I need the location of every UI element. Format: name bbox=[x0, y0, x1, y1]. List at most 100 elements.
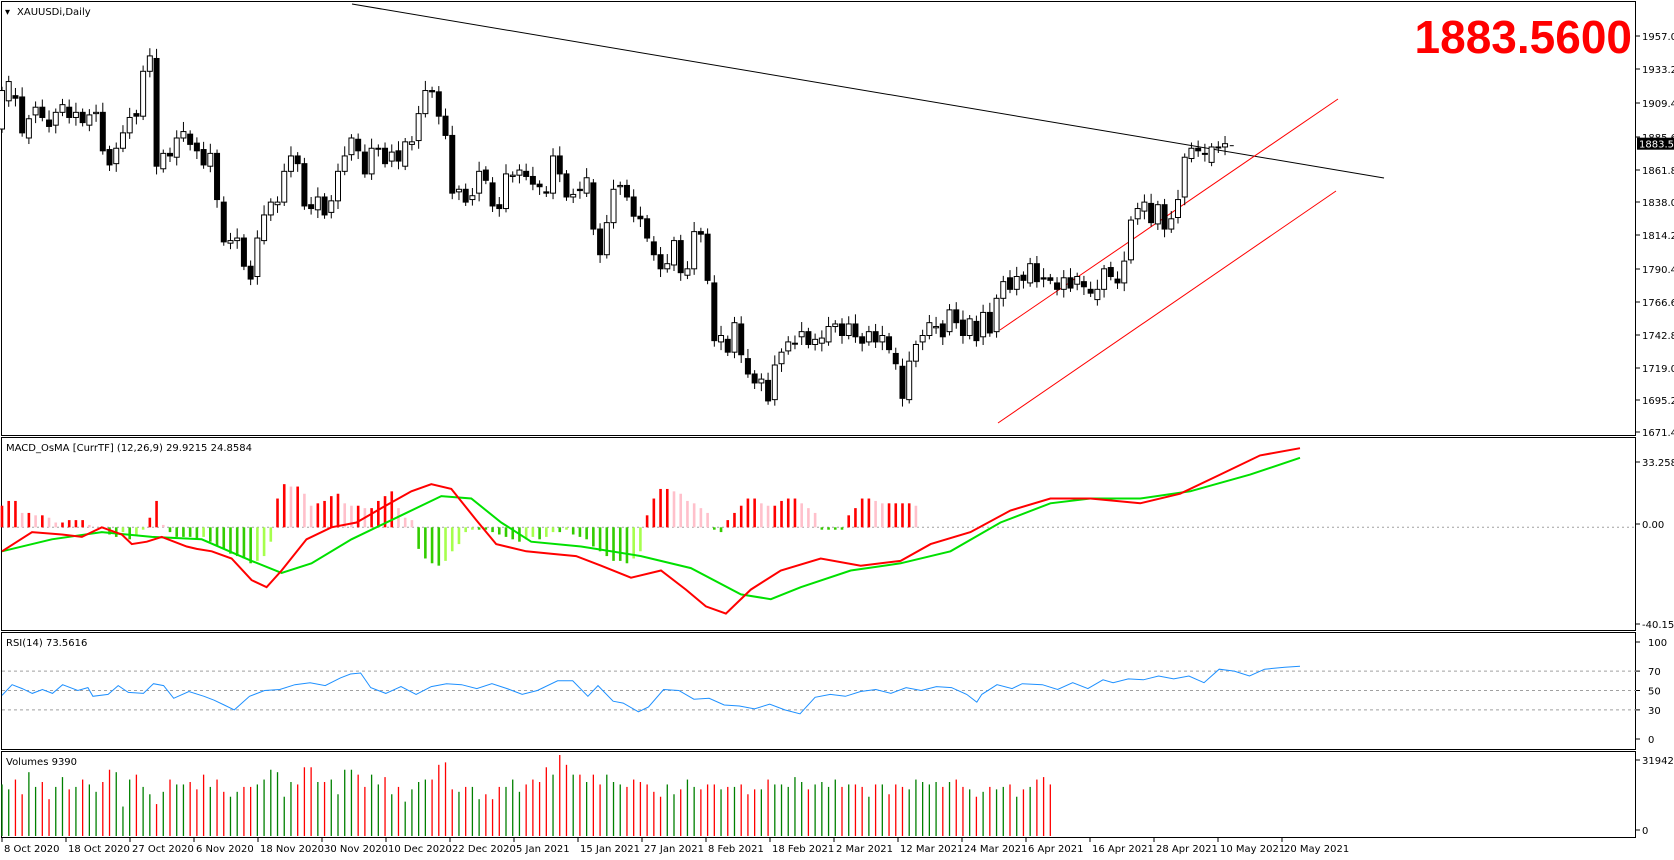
candle-body bbox=[1033, 263, 1040, 283]
osma-bar bbox=[74, 520, 78, 528]
candle-body bbox=[442, 115, 449, 136]
candle-body bbox=[240, 237, 247, 267]
osma-bar bbox=[296, 486, 299, 528]
osma-bar bbox=[188, 527, 192, 537]
candle-body bbox=[93, 111, 100, 115]
price-tick-label: 1814.20 bbox=[1642, 231, 1674, 242]
candle-body bbox=[314, 196, 321, 211]
candle-body bbox=[865, 331, 872, 343]
candle-body bbox=[415, 113, 422, 142]
osma-bar bbox=[793, 498, 797, 528]
candle-body bbox=[99, 111, 106, 152]
candle-body bbox=[724, 338, 731, 353]
candle-body bbox=[1047, 277, 1054, 281]
time-tick-label: 8 Oct 2020 bbox=[4, 844, 59, 855]
candle-body bbox=[408, 141, 415, 145]
osma-bar bbox=[827, 527, 830, 530]
candle-body bbox=[919, 335, 926, 343]
time-tick-label: 15 Jan 2021 bbox=[580, 844, 640, 855]
time-tick-label: 20 May 2021 bbox=[1284, 844, 1349, 855]
osma-bar bbox=[27, 512, 31, 528]
time-tick-label: 12 Mar 2021 bbox=[900, 844, 963, 855]
osma-bar bbox=[692, 503, 696, 528]
candle-body bbox=[126, 116, 133, 134]
rsi-tick-label: 30 bbox=[1648, 706, 1661, 717]
osma-bar bbox=[410, 520, 414, 528]
osma-bar bbox=[161, 524, 165, 528]
current-price-big: 1883.5600 bbox=[1415, 11, 1632, 63]
osma-bar bbox=[632, 527, 635, 559]
candle-body bbox=[1027, 263, 1034, 284]
candle-body bbox=[798, 331, 805, 338]
candle-body bbox=[671, 240, 677, 266]
candle-body bbox=[503, 173, 509, 210]
candle-body bbox=[214, 152, 221, 201]
rsi-panel bbox=[1, 665, 1636, 715]
candle-body bbox=[758, 378, 765, 384]
candle-body bbox=[523, 170, 530, 177]
time-tick-label: 28 Apr 2021 bbox=[1156, 844, 1218, 855]
osma-bar bbox=[746, 498, 750, 528]
osma-bar bbox=[699, 508, 703, 528]
osma-bar bbox=[491, 527, 494, 533]
osma-bar bbox=[706, 512, 709, 528]
candle-body bbox=[429, 90, 436, 93]
candle-body bbox=[597, 228, 604, 256]
candle-body bbox=[66, 106, 73, 118]
candle-body bbox=[12, 95, 19, 99]
candle-body bbox=[778, 351, 785, 365]
osma-bar bbox=[309, 505, 313, 528]
candle-body bbox=[872, 331, 879, 343]
rsi-line bbox=[1, 665, 1301, 715]
osma-bar bbox=[54, 522, 58, 528]
current-price-tag-label: 1883.56 bbox=[1639, 140, 1674, 151]
osma-bar bbox=[773, 505, 777, 528]
candle-body bbox=[388, 151, 395, 162]
candle-body bbox=[845, 323, 852, 337]
candle-body bbox=[476, 170, 483, 194]
candle-body bbox=[892, 352, 899, 365]
osma-bar bbox=[531, 527, 535, 537]
candle-body bbox=[832, 323, 839, 328]
candle-body bbox=[321, 196, 328, 216]
osma-bar bbox=[329, 496, 333, 528]
candle-body bbox=[765, 379, 772, 402]
candle-body bbox=[294, 155, 301, 165]
volume-tick-label: 0 bbox=[1642, 826, 1648, 837]
candle-body bbox=[1054, 282, 1061, 290]
osma-bar bbox=[726, 520, 730, 528]
osma-bar bbox=[719, 527, 723, 533]
time-tick-label: 30 Nov 2020 bbox=[324, 844, 388, 855]
candle-body bbox=[825, 326, 832, 343]
osma-bar bbox=[242, 527, 246, 559]
candle-body bbox=[570, 193, 577, 198]
candle-body bbox=[617, 184, 624, 188]
candle-body bbox=[375, 147, 382, 150]
candle-body bbox=[818, 337, 825, 344]
candle-body bbox=[805, 331, 812, 345]
osma-bar bbox=[860, 498, 864, 528]
candle-body bbox=[106, 149, 113, 166]
osma-bar bbox=[645, 515, 649, 528]
candle-body bbox=[644, 218, 651, 239]
candle-body bbox=[1094, 288, 1101, 301]
candle-body bbox=[1201, 152, 1208, 155]
candle-body bbox=[86, 114, 93, 126]
osma-bar bbox=[887, 503, 891, 528]
candle-body bbox=[1114, 278, 1121, 284]
osma-bar bbox=[424, 527, 427, 559]
rsi-title: RSI(14) 73.5616 bbox=[6, 638, 87, 649]
osma-bar bbox=[625, 527, 629, 564]
volume-panel-frame bbox=[1, 751, 1636, 838]
candle-body bbox=[986, 311, 993, 334]
symbol-dropdown-icon[interactable]: ▾ bbox=[5, 7, 10, 18]
candle-body bbox=[402, 141, 409, 167]
osma-bar bbox=[377, 500, 380, 528]
candle-body bbox=[993, 297, 1000, 333]
candle-body bbox=[879, 335, 886, 343]
osma-bar bbox=[733, 512, 736, 528]
candle-body bbox=[550, 155, 557, 194]
osma-bar bbox=[592, 527, 595, 547]
candle-body bbox=[455, 188, 462, 193]
